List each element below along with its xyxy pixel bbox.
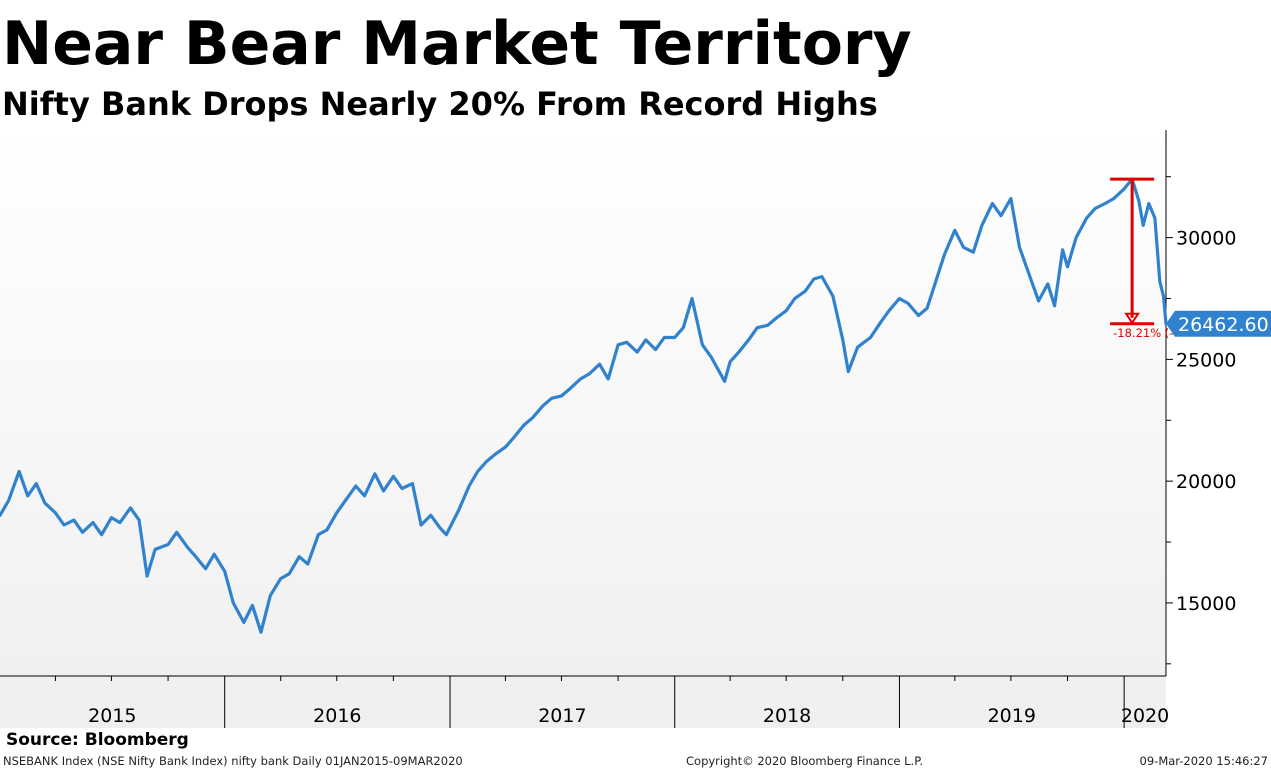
y-tick-label: 25000 [1176,349,1236,371]
drawdown-annotation: -18.21% (- [1110,177,1173,340]
x-tick-label: 2017 [538,705,586,727]
series-group [0,177,1168,634]
x-tick-label: 2016 [313,705,361,727]
y-tick-label: 20000 [1176,471,1236,493]
x-tick-label: 2015 [88,705,136,727]
source-note: Source: Bloomberg [6,730,189,750]
y-tick-label: 15000 [1176,593,1236,615]
footer-bar: NSEBANK Index (NSE Nifty Bank Index) nif… [0,752,1271,770]
chart-subtitle: Nifty Bank Drops Nearly 20% From Record … [2,85,878,123]
series-line-nifty-bank [0,177,1168,634]
last-value-tag: 26462.60 [1166,310,1271,337]
footer-timestamp: 09-Mar-2020 15:46:27 [1139,754,1268,768]
plot-background [0,128,1166,728]
last-value-label: 26462.60 [1178,314,1269,336]
x-tick-label: 2018 [763,705,811,727]
chart-title: Near Bear Market Territory [2,9,912,79]
line-chart: 15000 20000 25000 30000 2015 2016 2017 2018 2019… [0,128,1271,728]
annotation-label: -18.21% (- [1113,326,1173,340]
footer-copyright: Copyright© 2020 Bloomberg Finance L.P. [686,754,923,768]
y-tick-label: 30000 [1176,228,1236,250]
footer-ticker-info: NSEBANK Index (NSE Nifty Bank Index) nif… [3,754,463,768]
x-tick-label: 2019 [988,705,1036,727]
x-tick-label: 2020 [1121,705,1169,727]
annotation-arrow-head [1124,312,1141,325]
axes: 15000 20000 25000 30000 2015 2016 2017 2018 2019… [0,130,1236,728]
last-value-tag-shape [1166,310,1271,337]
